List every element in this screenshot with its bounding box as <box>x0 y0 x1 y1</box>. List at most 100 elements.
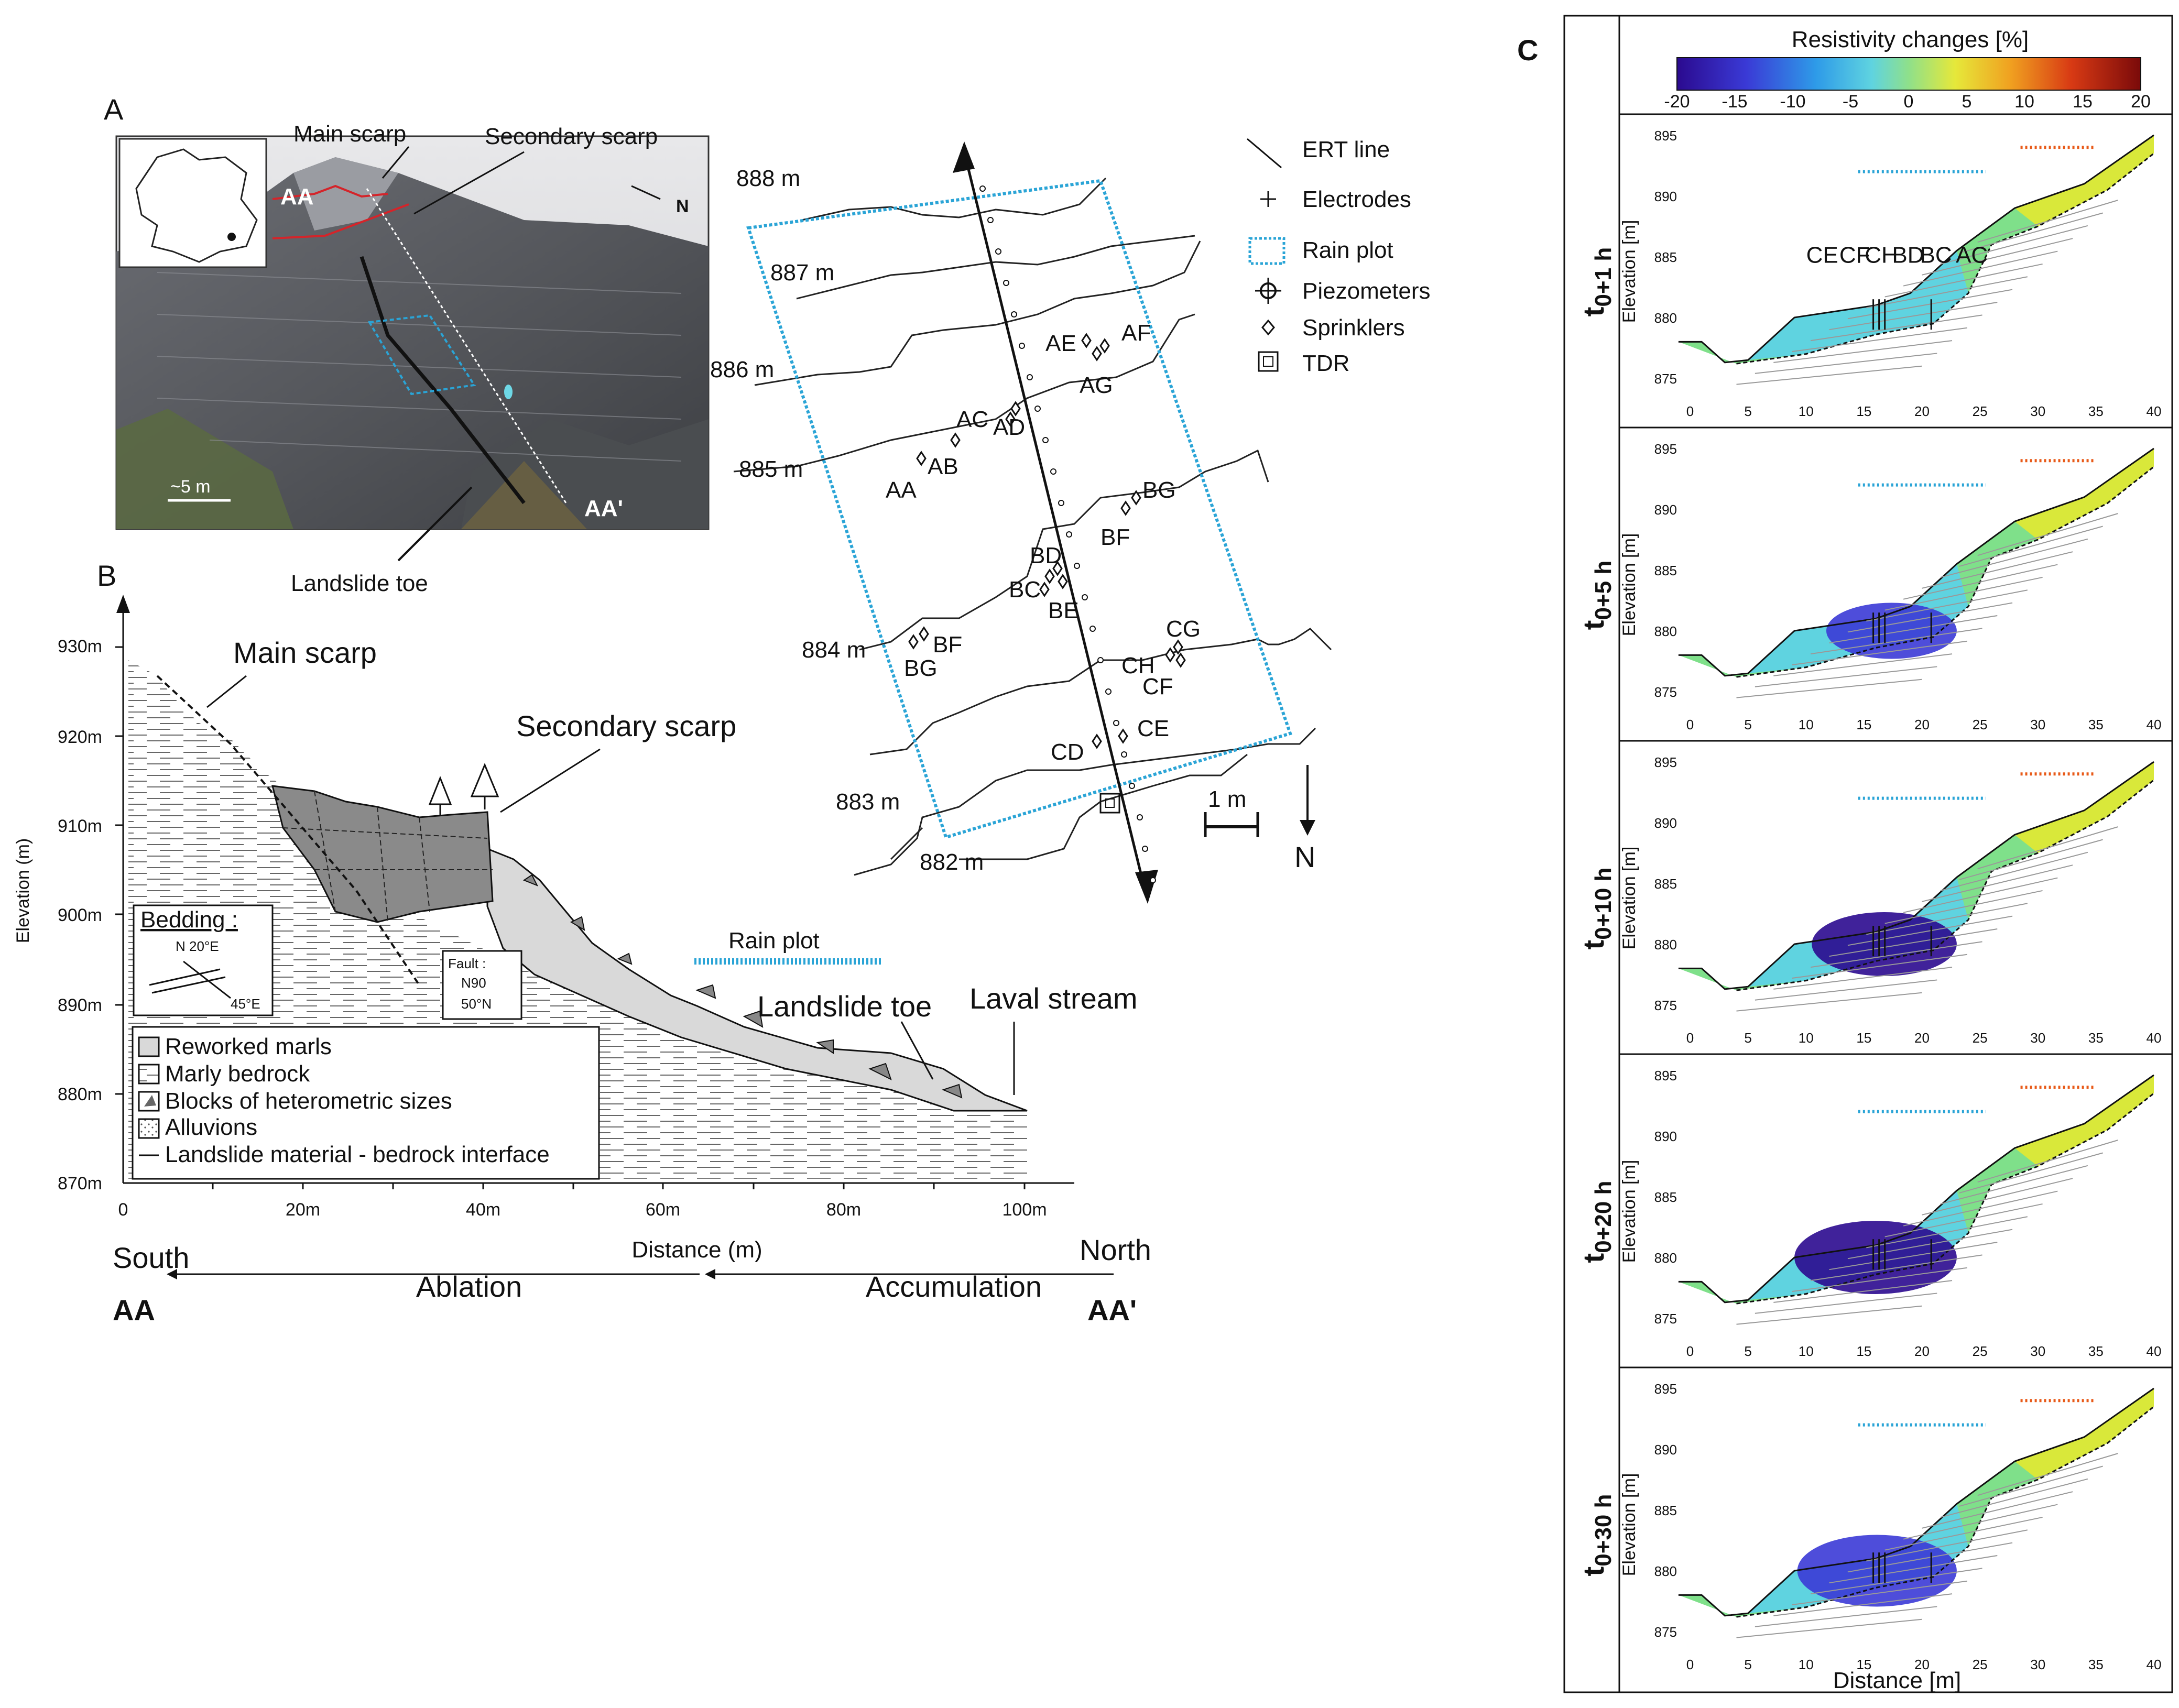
secondary-scarp-line <box>272 203 409 239</box>
section-legend <box>132 1026 600 1180</box>
ert-y-tick: 875 <box>1654 998 1677 1013</box>
piezometer-marks <box>908 333 1186 749</box>
colorbar-ticks: -20 -15 -10 -5 0 5 10 15 20 <box>1664 92 2150 112</box>
ert-x-tick: 0 <box>1686 1030 1694 1046</box>
ert-y-tick: 880 <box>1654 1563 1677 1579</box>
photo-aa-prime-label: AA' <box>584 496 623 521</box>
ert-time-label: t0+20 h <box>1577 1181 1616 1263</box>
ert-y-tick: 875 <box>1654 1624 1677 1640</box>
ert-y-tick: 885 <box>1654 1189 1677 1205</box>
svg-text:-20: -20 <box>1664 92 1690 112</box>
panel-b-letter: B <box>97 559 116 592</box>
colorbar <box>1676 57 2141 91</box>
legend-ert-icon <box>1247 138 1282 169</box>
ert-x-tick: 10 <box>1799 1030 1814 1046</box>
ert-x-tick: 5 <box>1744 403 1751 419</box>
ert-x-tick: 25 <box>1973 1343 1988 1359</box>
borehole-label-bd: BD <box>1892 243 1924 268</box>
trees <box>428 763 499 815</box>
ert-y-tick: 890 <box>1654 502 1677 518</box>
svg-text:15: 15 <box>2073 92 2093 112</box>
label-ad: AD <box>993 414 1025 440</box>
contour-labels: 888 m 887 m 886 m 885 m 884 m 883 m 882 … <box>710 166 984 875</box>
section-landslide-toe-label: Landslide toe <box>757 990 932 1023</box>
legend-alluvions: Alluvions <box>165 1114 257 1140</box>
ert-y-label: Elevation [m] <box>1619 220 1639 323</box>
ert-x-tick: 30 <box>2030 1030 2045 1046</box>
landslide-toe-label: Landslide toe <box>291 571 428 596</box>
panel-a-letter: A <box>104 93 124 126</box>
ert-x-tick: 35 <box>2088 1657 2104 1672</box>
legend-reworked-marls-swatch <box>138 1036 160 1057</box>
ert-x-tick: 20 <box>1914 1657 1930 1672</box>
contour-label-886: 886 m <box>710 357 774 382</box>
site-location-dot <box>227 233 236 241</box>
ert-panel-2: t0+5 h Elevation [m] 895 890 885 880 875 0 5 10 15… <box>1577 426 2172 732</box>
label-bd: BD <box>1030 543 1062 568</box>
plan-scale-label: 1 m <box>1208 786 1246 812</box>
ert-low-zone <box>1748 564 1968 674</box>
north-label: North <box>1080 1233 1151 1266</box>
ert-anomaly <box>1826 603 1957 659</box>
legend-piezometers: Piezometers <box>1302 278 1431 304</box>
contour-label-884: 884 m <box>802 637 866 663</box>
svg-text:20: 20 <box>2131 92 2151 112</box>
laval-stream-label: Laval stream <box>969 982 1138 1015</box>
svg-text:100m: 100m <box>1002 1200 1047 1220</box>
ground-surface <box>1678 134 2154 364</box>
ert-y-tick: 875 <box>1654 1311 1677 1327</box>
legend-blocks: Blocks of heterometric sizes <box>165 1088 452 1114</box>
contour-label-887: 887 m <box>770 260 834 286</box>
photo-secondary-scarp-arrow <box>413 151 525 215</box>
ert-panel-4: t0+20 h Elevation [m] 895 890 885 880 875 0 5 10 1… <box>1577 1053 2172 1359</box>
svg-text:80m: 80m <box>826 1200 861 1220</box>
label-ce: CE <box>1137 716 1169 741</box>
legend-electrode-icon <box>1260 191 1276 207</box>
bedding-box <box>133 904 274 1016</box>
contour-label-882: 882 m <box>920 849 984 875</box>
label-be: BE <box>1048 598 1079 623</box>
svg-text:10: 10 <box>2014 92 2034 112</box>
landslide-toe-arrow <box>397 486 473 562</box>
legend-piezometer-icon <box>1255 278 1281 304</box>
ert-x-tick: 30 <box>2030 403 2045 419</box>
ert-x-tick: 5 <box>1744 717 1751 732</box>
ert-x-tick: 30 <box>2030 1657 2045 1672</box>
ert-low-zone <box>1748 1504 1968 1614</box>
ert-x-tick: 30 <box>2030 1343 2045 1359</box>
ert-y-tick: 880 <box>1654 310 1677 326</box>
section-main-scarp-label: Main scarp <box>233 636 377 669</box>
electrodes <box>979 185 1156 883</box>
label-bc: BC <box>1009 577 1041 603</box>
ground-surface <box>1678 761 2154 990</box>
accumulation-label: Accumulation <box>866 1270 1042 1303</box>
bedding-title: Bedding : <box>140 907 238 933</box>
ert-x-tick: 15 <box>1856 403 1871 419</box>
ert-y-label: Elevation [m] <box>1619 533 1639 637</box>
ert-x-tick: 25 <box>1973 403 1988 419</box>
photo-scale-label: ~5 m <box>170 477 211 497</box>
ert-x-tick: 5 <box>1744 1657 1751 1672</box>
label-af: AF <box>1121 320 1151 346</box>
bedrock-interface <box>1736 152 2154 365</box>
france-map-outline <box>135 148 258 263</box>
ert-x-tick: 40 <box>2147 717 2162 732</box>
photo: Main scarp Secondary scarp AA AA' N ~5 m <box>115 121 710 530</box>
france-inset <box>118 138 267 268</box>
ert-x-tick: 15 <box>1856 717 1871 732</box>
svg-text:890m: 890m <box>58 995 102 1015</box>
ert-x-tick: 40 <box>2147 1343 2162 1359</box>
photo-rain-plot <box>367 314 476 396</box>
svg-text:0: 0 <box>118 1200 128 1220</box>
label-aa: AA <box>886 477 917 503</box>
borehole-label-cf: CF <box>1839 243 1870 268</box>
photo-north-arrow <box>631 185 661 200</box>
ert-y-tick: 885 <box>1654 1503 1677 1518</box>
legend-sprinkler-icon <box>1261 319 1275 336</box>
aa-transect-line <box>366 188 567 503</box>
plan-map: 888 m 887 m 886 m 885 m 884 m 883 m 882 … <box>710 137 1431 904</box>
ert-low-zone <box>1748 250 1968 360</box>
ert-y-tick: 885 <box>1654 876 1677 892</box>
ert-y-tick: 885 <box>1654 249 1677 265</box>
